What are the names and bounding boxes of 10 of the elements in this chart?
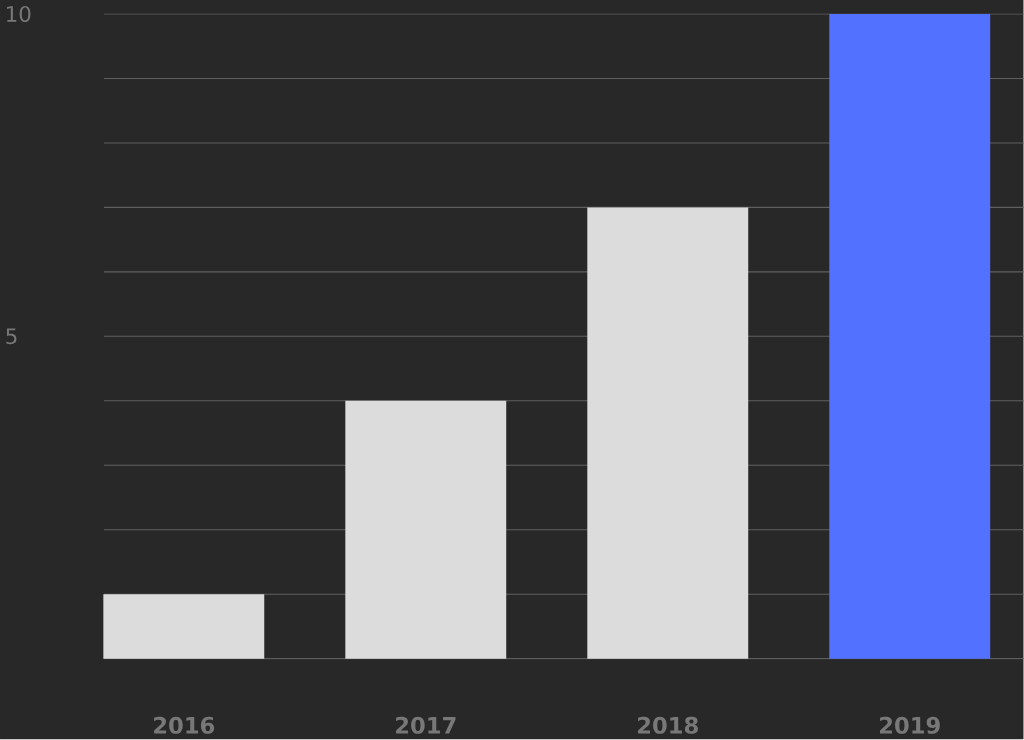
x-tick-label: 2018 <box>638 716 698 735</box>
bar <box>345 400 507 659</box>
x-tick-label: 2019 <box>880 716 940 735</box>
bar <box>829 14 991 659</box>
y-tick-label: 10 <box>7 6 31 23</box>
bar <box>587 207 749 659</box>
x-tick-label: 2017 <box>396 716 456 735</box>
bar <box>103 594 265 659</box>
x-tick-label: 2016 <box>154 716 215 735</box>
y-tick-label: 5 <box>6 328 17 345</box>
